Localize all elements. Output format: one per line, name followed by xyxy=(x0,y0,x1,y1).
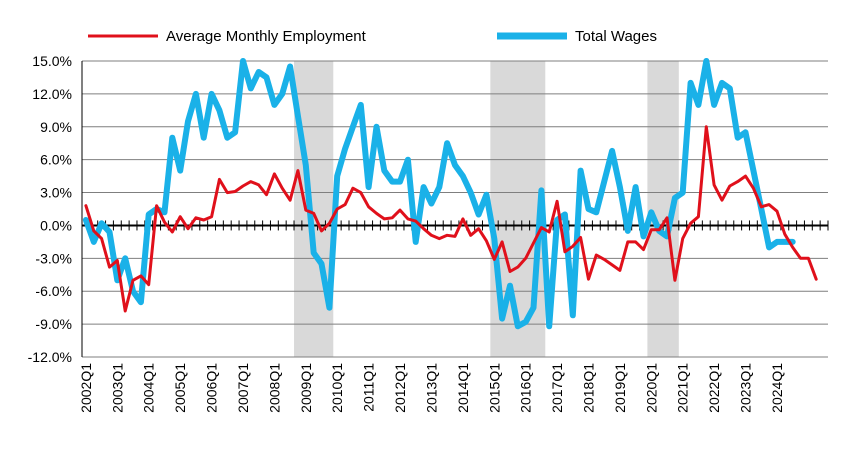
x-axis: 2002Q1 2003Q1 2004Q1 2005Q1 2006Q1 2007Q1 2008… xyxy=(78,220,829,413)
x-tick-label: 2019Q1 xyxy=(612,363,628,413)
x-tick-label: 2018Q1 xyxy=(580,363,596,413)
x-tick-label: 2002Q1 xyxy=(78,363,94,413)
x-tick-label: 2008Q1 xyxy=(266,363,282,413)
x-tick-label: 2006Q1 xyxy=(204,363,220,413)
x-tick-label: 2023Q1 xyxy=(738,363,754,413)
x-tick-label: 2003Q1 xyxy=(109,363,125,413)
x-tick-label: 2011Q1 xyxy=(361,363,377,412)
x-tick-label: 2020Q1 xyxy=(643,363,659,413)
x-tick-label: 2010Q1 xyxy=(329,363,345,413)
series-line-employment xyxy=(84,125,818,313)
x-tick-label: 2012Q1 xyxy=(392,363,408,413)
x-tick-label: 2024Q1 xyxy=(769,363,785,413)
y-tick-label: -12.0% xyxy=(28,349,72,365)
series-line-wages xyxy=(82,58,796,330)
x-tick-label: 2007Q1 xyxy=(235,363,251,413)
y-tick-label: -9.0% xyxy=(35,316,72,332)
y-tick-label: 6.0% xyxy=(40,152,72,168)
legend-employment-label: Average Monthly Employment xyxy=(166,28,367,45)
recession-band-1 xyxy=(294,61,334,357)
x-tick-label: 2017Q1 xyxy=(549,363,565,413)
y-tick-label: 15.0% xyxy=(32,53,72,69)
recession-bands xyxy=(294,61,679,357)
x-tick-label: 2022Q1 xyxy=(706,363,722,413)
y-tick-label: 0.0% xyxy=(40,217,72,233)
y-tick-label: -6.0% xyxy=(35,283,72,299)
y-tick-label: -3.0% xyxy=(35,250,72,266)
x-tick-label: 2014Q1 xyxy=(455,363,471,413)
y-tick-label: 9.0% xyxy=(40,119,72,135)
x-tick-label: 2015Q1 xyxy=(486,363,502,413)
y-tick-label: 3.0% xyxy=(40,185,72,201)
x-tick-label: 2021Q1 xyxy=(675,363,691,413)
x-tick-label: 2005Q1 xyxy=(172,363,188,413)
x-tick-label: 2016Q1 xyxy=(518,363,534,413)
legend-wages-label: Total Wages xyxy=(575,28,657,45)
y-tick-label: 12.0% xyxy=(32,86,72,102)
legend: Average Monthly Employment Total Wages xyxy=(88,28,657,45)
x-tick-label: 2013Q1 xyxy=(423,363,439,413)
x-tick-label: 2009Q1 xyxy=(298,363,314,413)
x-tick-label: 2004Q1 xyxy=(141,363,157,413)
y-axis: 15.0% 12.0% 9.0% 6.0% 3.0% 0.0% -3.0% -6.0% -9.0… xyxy=(28,53,83,365)
series-lines xyxy=(82,58,818,330)
